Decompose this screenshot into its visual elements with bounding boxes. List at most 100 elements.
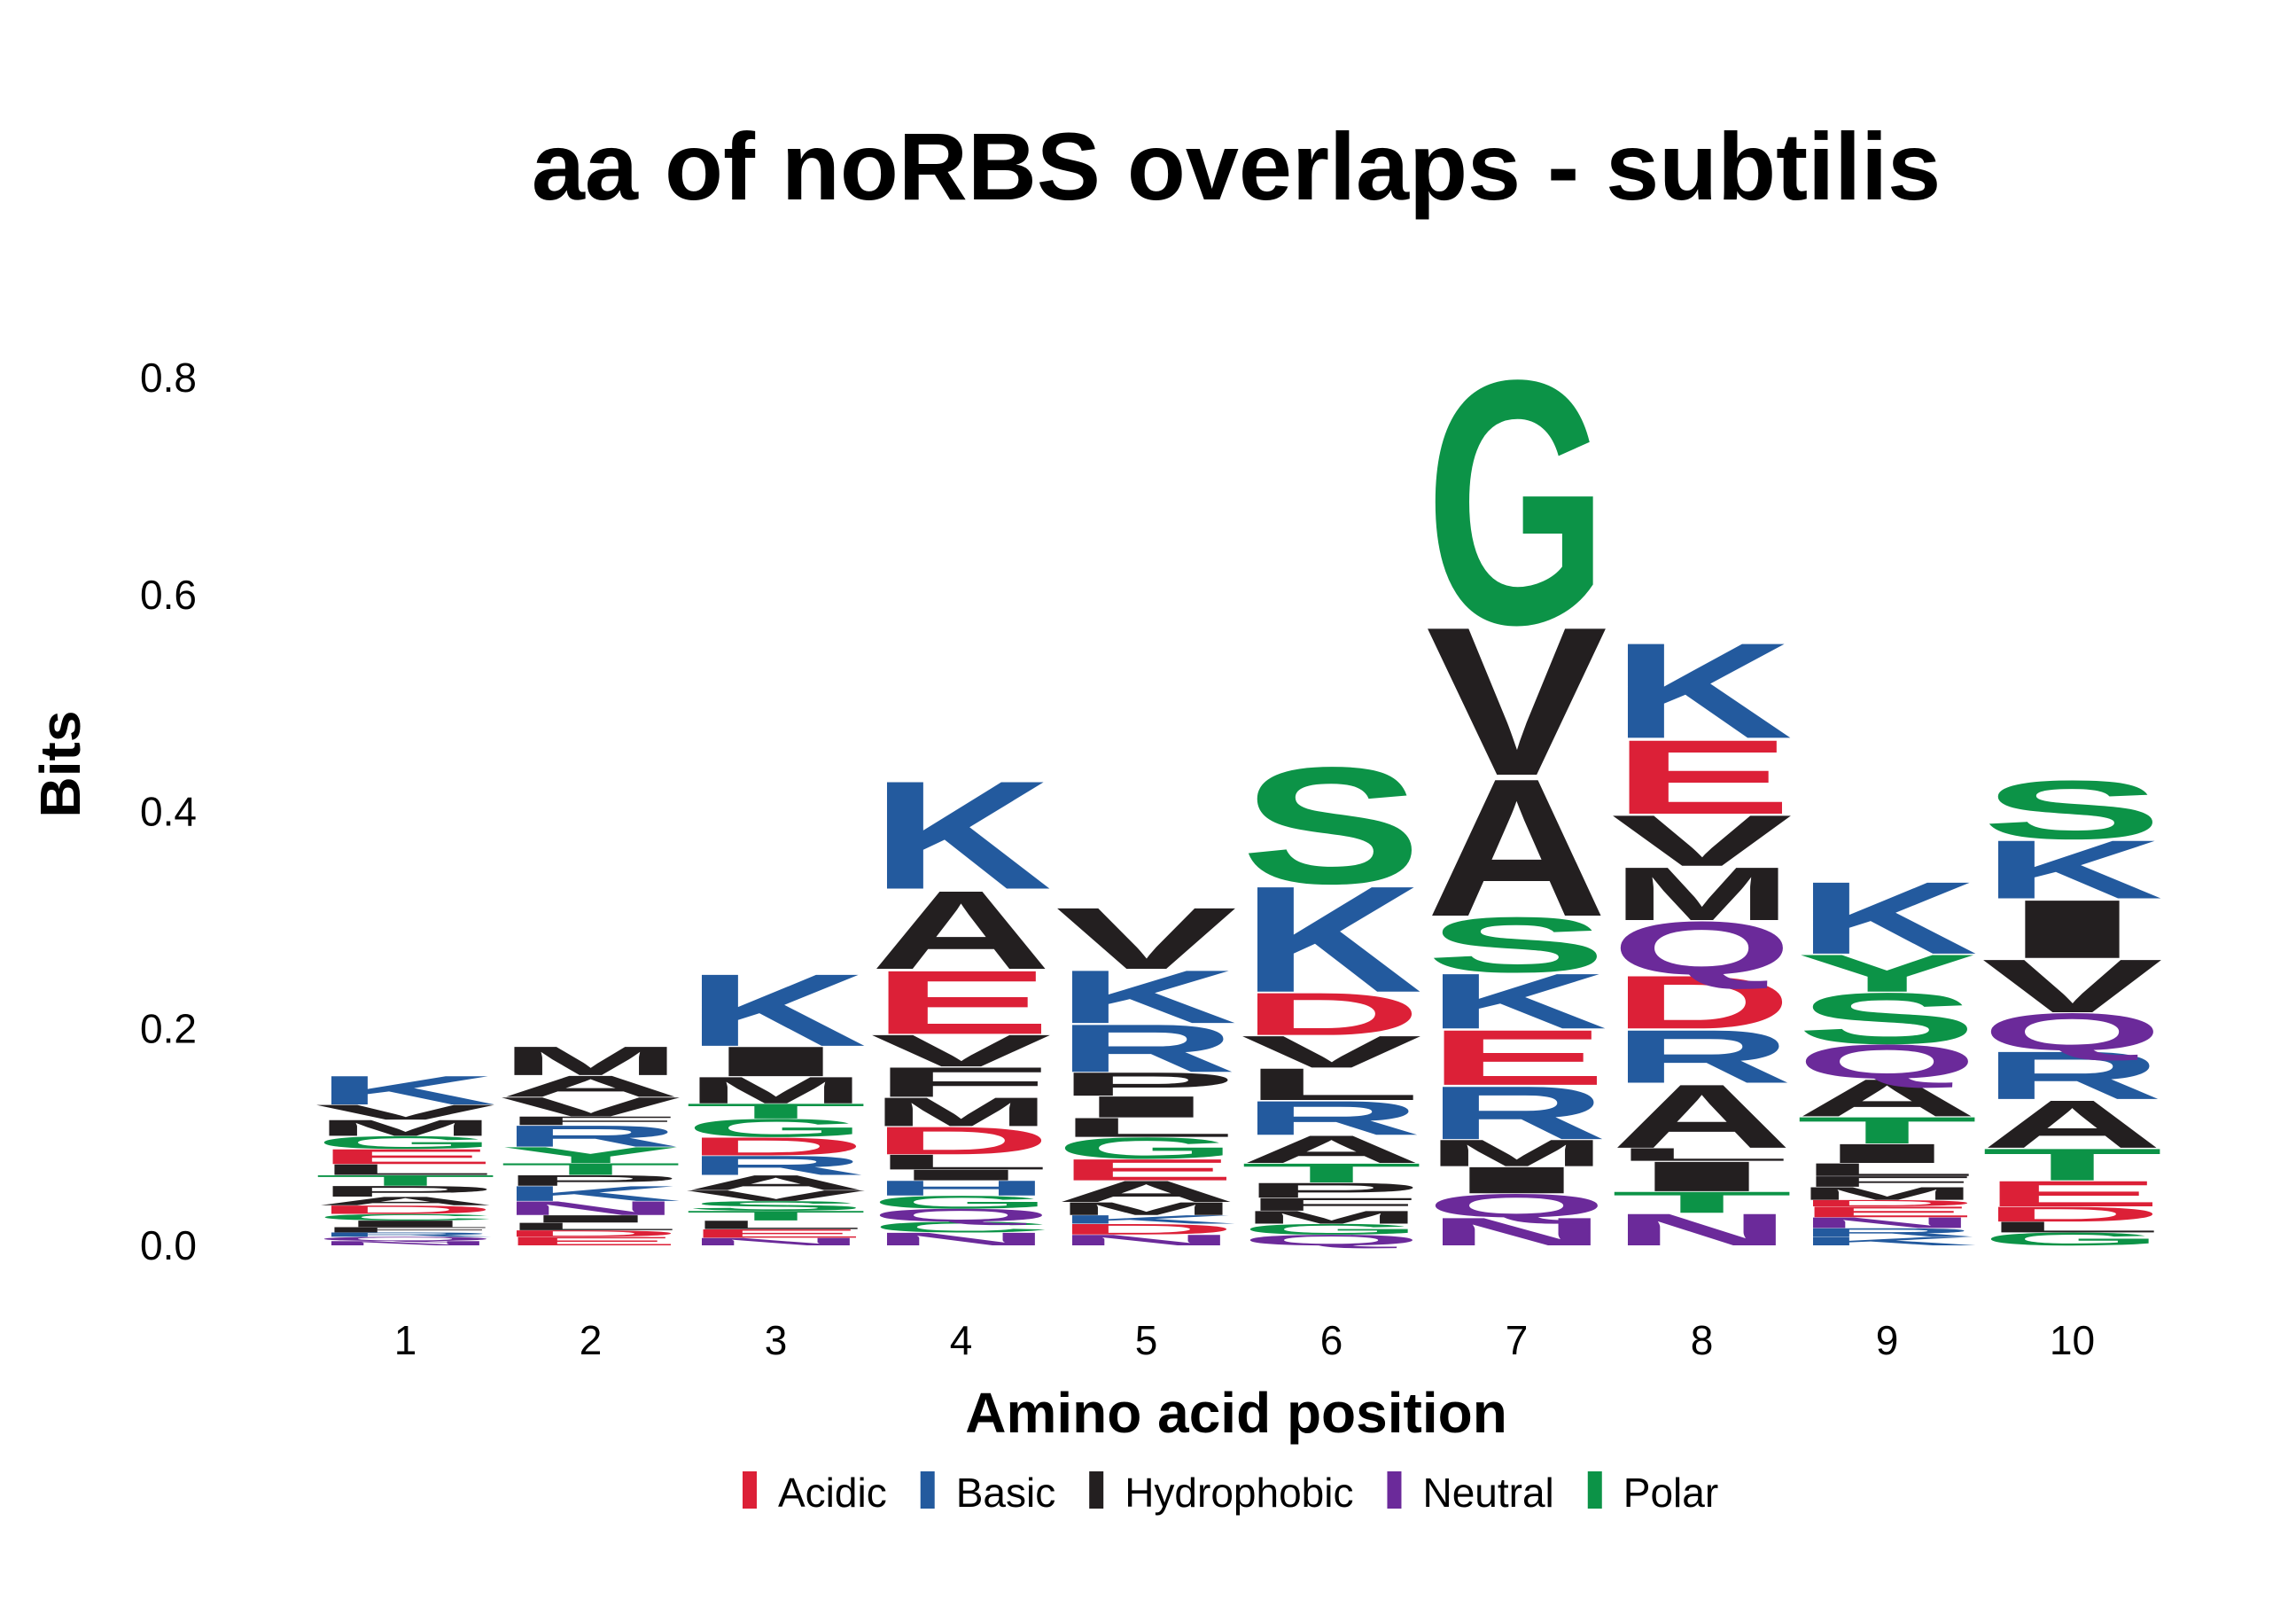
legend-swatch — [743, 1471, 757, 1509]
logo-letter-d: D — [500, 1228, 681, 1238]
chart-title: aa of noRBS overlaps - subtilis — [532, 113, 1941, 220]
logo-letter-s: S — [1426, 901, 1607, 988]
logo-letter-d: D — [1241, 980, 1422, 1048]
logo-letter-f: F — [870, 1058, 1052, 1105]
legend-swatch — [1587, 1471, 1602, 1509]
y-tick-label: 0.6 — [140, 572, 197, 618]
logo-letter-r: R — [1241, 1091, 1422, 1145]
logo-letter-e: E — [1426, 1013, 1607, 1101]
logo-letter-e: E — [870, 952, 1052, 1054]
x-tick-label: 3 — [765, 1317, 788, 1363]
logo-letter-g: G — [1981, 1228, 2163, 1249]
logo-letter-i: I — [315, 1219, 496, 1228]
logo-letter-l: L — [315, 1161, 496, 1178]
logo-letter-r: R — [1426, 1071, 1607, 1155]
logo-letter-i: I — [1796, 1138, 1978, 1168]
logo-letter-t: T — [1611, 1185, 1793, 1219]
logo-letter-m: M — [500, 1038, 681, 1084]
logo-letter-p: P — [1055, 1065, 1237, 1103]
legend-item: Basic — [920, 1470, 1055, 1516]
legend-label: Polar — [1623, 1470, 1718, 1516]
logo-letter-n: N — [1796, 1214, 1978, 1231]
logo-letter-y: Y — [500, 1143, 681, 1168]
logo-letter-n: N — [1055, 1232, 1237, 1249]
y-tick-label: 0.8 — [140, 355, 197, 401]
logo-letter-r: R — [315, 1231, 496, 1238]
logo-letter-l: L — [500, 1221, 681, 1232]
logo-letter-r: R — [1611, 1014, 1793, 1098]
logo-letter-e: E — [500, 1235, 681, 1248]
y-tick-label: 0.4 — [140, 789, 197, 835]
logo-letter-i: I — [1055, 1090, 1237, 1124]
legend-label: Neutral — [1422, 1470, 1553, 1516]
legend-item: Acidic — [743, 1470, 887, 1516]
logo-letter-a: A — [315, 1194, 496, 1207]
logo-letter-v: V — [1055, 890, 1237, 988]
logo-letter-i: I — [1426, 1159, 1607, 1202]
logo-letter-n: N — [500, 1197, 681, 1220]
logo-letter-k: K — [1055, 955, 1237, 1039]
logo-letter-a: A — [1426, 738, 1607, 958]
logo-letter-r: R — [1055, 1010, 1237, 1087]
logo-letter-s: S — [1796, 978, 1978, 1059]
logo-letter-v: V — [315, 1101, 496, 1125]
logo-letter-k: K — [315, 1067, 496, 1113]
logo-letter-i: I — [1611, 1153, 1793, 1200]
logo-letter-q: Q — [1611, 906, 1793, 991]
logo-letter-v: V — [1426, 584, 1608, 821]
logo-letter-g: G — [315, 1133, 496, 1153]
logo-letter-v: V — [1611, 800, 1793, 881]
logo-letter-k: K — [1426, 957, 1607, 1045]
logo-letter-a: A — [1055, 1174, 1237, 1208]
legend-label: Hydrophobic — [1125, 1470, 1353, 1516]
logo-letter-m: M — [870, 1089, 1052, 1135]
logo-letter-m: M — [1426, 1132, 1607, 1174]
logo-letter-m: M — [1611, 852, 1793, 937]
logo-letter-t: T — [685, 1099, 867, 1123]
logo-letter-h: H — [870, 1176, 1052, 1200]
logo-letter-t: T — [1241, 1158, 1422, 1188]
logo-letter-r: R — [1796, 1226, 1978, 1239]
logo-letter-a: A — [1796, 1068, 1978, 1127]
y-axis-title: Bits — [28, 711, 92, 818]
x-tick-label: 10 — [2050, 1317, 2095, 1363]
logo-letter-t: T — [1981, 1139, 2163, 1190]
logo-letter-c: C — [870, 1219, 1052, 1236]
legend-swatch — [1089, 1471, 1104, 1509]
logo-letter-k: K — [870, 749, 1052, 922]
logo-letter-v: V — [500, 1092, 681, 1122]
logo-letter-a: A — [1241, 1127, 1422, 1172]
logo-letter-l: L — [870, 1150, 1052, 1174]
logo-letter-g: G — [870, 1192, 1052, 1213]
logo-letter-f: F — [500, 1114, 681, 1127]
logo-letter-e: E — [685, 1227, 867, 1240]
logo-letter-q: Q — [315, 1236, 496, 1243]
logo-letter-i: I — [685, 1038, 867, 1085]
logo-letter-m: M — [1241, 1207, 1422, 1228]
legend-label: Acidic — [778, 1470, 887, 1516]
logo-letter-n: N — [315, 1240, 496, 1247]
legend-swatch — [920, 1471, 935, 1509]
logo-letter-r: R — [685, 1150, 867, 1181]
logo-letter-g: G — [685, 1113, 867, 1143]
x-tick-label: 5 — [1135, 1317, 1158, 1363]
logo-letter-g: G — [1426, 308, 1607, 697]
logo-letter-a: A — [1981, 1087, 2163, 1163]
logo-letter-n: N — [870, 1228, 1052, 1249]
legend-item: Polar — [1587, 1470, 1718, 1516]
logo-letter-q: Q — [1241, 1232, 1422, 1249]
x-tick-label: 2 — [580, 1317, 603, 1363]
logo-letter-v: V — [870, 1026, 1052, 1076]
logo-letter-v: V — [1241, 1026, 1422, 1077]
y-tick-label: 0.0 — [140, 1222, 197, 1268]
y-axis-ticks: 0.0 0.2 0.4 0.6 0.8 — [140, 355, 197, 1268]
